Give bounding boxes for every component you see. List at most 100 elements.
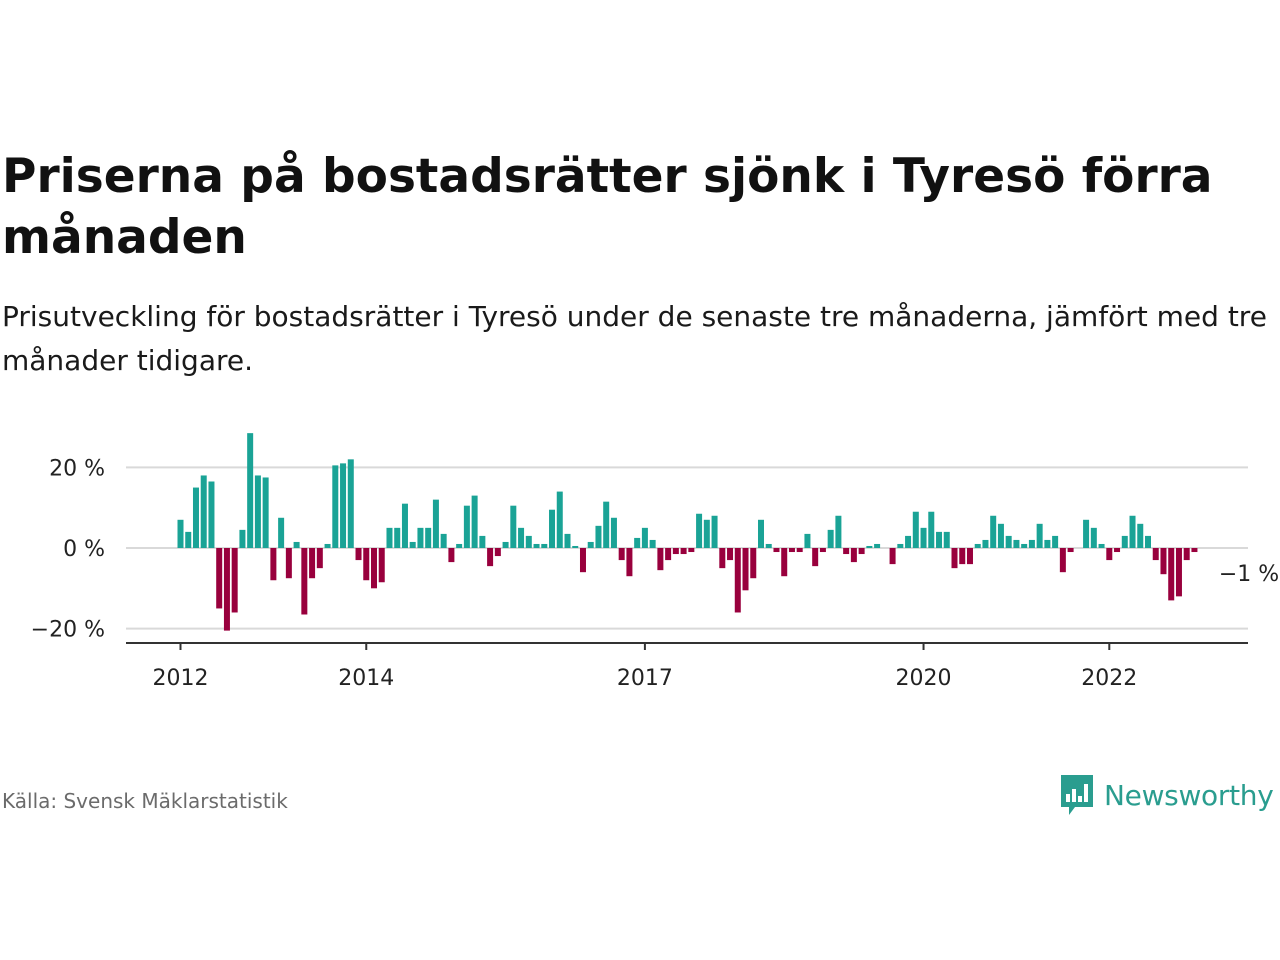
bar	[239, 529, 246, 548]
bar	[301, 548, 308, 615]
x-tick-label: 2012	[153, 666, 209, 691]
bar	[332, 465, 339, 548]
bar	[494, 548, 501, 557]
bar	[533, 543, 540, 548]
bar	[231, 548, 238, 613]
bar	[1083, 519, 1090, 548]
x-axis: 2012 2014 2017 2020 2022	[126, 642, 1248, 691]
bar	[966, 548, 973, 565]
bar	[773, 548, 780, 553]
bar	[1059, 548, 1066, 573]
bar	[456, 543, 463, 548]
bar	[1191, 548, 1198, 553]
bar	[371, 548, 377, 589]
bar	[672, 548, 679, 555]
bar	[1183, 548, 1190, 561]
bar	[866, 545, 873, 548]
bar	[417, 527, 424, 548]
bar	[278, 517, 285, 548]
bar	[1090, 527, 1097, 548]
bar	[254, 475, 261, 548]
bar	[788, 548, 795, 553]
bar	[734, 548, 741, 613]
bar	[874, 543, 881, 548]
x-tick-label: 2017	[617, 666, 673, 691]
bar	[997, 523, 1004, 548]
bar	[634, 537, 641, 548]
bar	[912, 511, 919, 548]
bar	[347, 459, 354, 548]
bar	[487, 548, 494, 567]
bar	[680, 548, 687, 555]
bar	[541, 543, 548, 548]
bar	[703, 519, 710, 548]
bar	[990, 515, 997, 548]
bar	[765, 543, 772, 548]
annotation-label: −1 %	[1219, 562, 1279, 587]
bar	[657, 548, 664, 571]
bar	[1044, 539, 1051, 548]
bar	[270, 548, 277, 581]
bar	[796, 548, 803, 553]
bar	[1114, 548, 1121, 553]
bar	[510, 505, 517, 548]
bar	[827, 529, 834, 548]
bar	[1028, 539, 1035, 548]
bar	[626, 548, 633, 577]
bar	[309, 548, 316, 579]
bar	[185, 531, 192, 548]
bar	[974, 543, 981, 548]
bar	[618, 548, 625, 561]
bar	[1137, 523, 1144, 548]
bar	[1005, 535, 1012, 548]
brand-name: Newsworthy	[1104, 778, 1274, 812]
bar	[951, 548, 958, 569]
bar	[812, 548, 819, 567]
bar	[394, 527, 401, 548]
bar	[843, 548, 850, 555]
bar	[1067, 548, 1074, 553]
x-tick-label: 2020	[896, 666, 952, 691]
bar	[858, 548, 865, 555]
bar	[355, 548, 362, 561]
chart-title: Priserna på bostadsrätter sjönk i Tyresö…	[2, 149, 1213, 265]
bar	[247, 433, 254, 548]
bar	[285, 548, 292, 579]
bar	[579, 548, 586, 573]
last-value-annotation: −1 %	[1216, 559, 1280, 590]
bar	[378, 548, 385, 583]
bar	[549, 509, 556, 548]
bar	[463, 505, 470, 548]
bar	[649, 539, 656, 548]
x-tick-label: 2014	[338, 666, 394, 691]
bar	[208, 481, 215, 548]
bar	[928, 511, 935, 548]
source-note: Källa: Svensk Mäklarstatistik	[2, 789, 288, 813]
y-tick-label: 20 %	[49, 456, 105, 481]
chart-subtitle: Prisutveckling för bostadsrätter i Tyres…	[2, 300, 1267, 377]
bar	[340, 463, 347, 548]
bar	[1121, 535, 1128, 548]
brand-logo[interactable]: Newsworthy	[1058, 772, 1274, 818]
bar	[804, 533, 811, 548]
bar	[595, 525, 602, 548]
y-tick-label: 0 %	[63, 537, 105, 562]
bar	[603, 501, 610, 548]
bar	[1152, 548, 1159, 561]
bar	[401, 503, 408, 548]
bar	[897, 543, 904, 548]
bar	[324, 543, 331, 548]
bar	[425, 527, 432, 548]
bar	[471, 495, 478, 548]
newsworthy-logo-icon	[1061, 775, 1093, 815]
bar	[572, 545, 579, 548]
bar	[742, 548, 749, 591]
bar	[177, 519, 184, 548]
bar	[781, 548, 788, 577]
bar	[1168, 548, 1175, 601]
bar	[696, 513, 703, 548]
bar	[711, 515, 718, 548]
bar	[758, 519, 764, 548]
bar	[432, 499, 439, 548]
bar	[1160, 548, 1167, 575]
